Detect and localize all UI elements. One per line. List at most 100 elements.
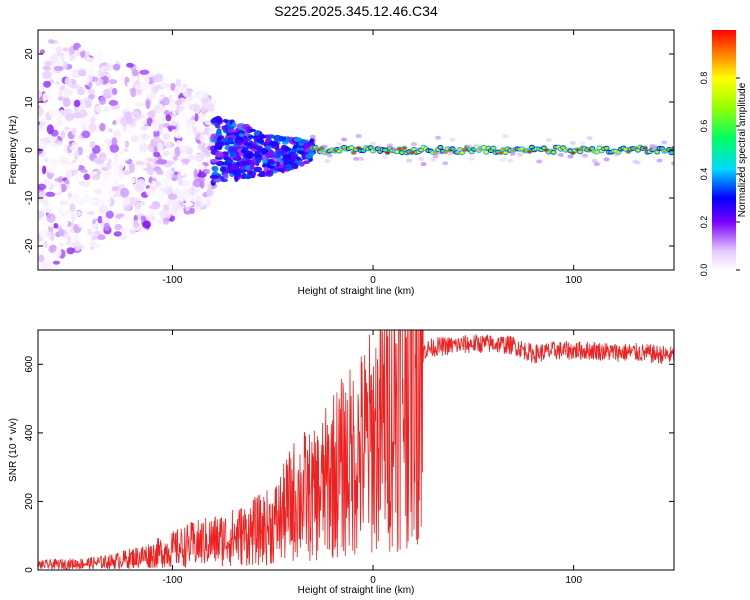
spectrogram-cell <box>296 150 304 154</box>
spectrogram-cell <box>86 211 95 216</box>
spectrogram-cell <box>172 155 179 161</box>
spectrogram-cell <box>200 141 205 152</box>
spectrogram-cell <box>247 135 256 139</box>
spectrogram-cell <box>66 247 75 255</box>
spectrogram-cell <box>174 86 181 96</box>
spectrogram-cell <box>117 159 125 170</box>
spectrogram-cell <box>63 87 71 97</box>
spectrogram-cell <box>254 130 261 136</box>
spectrogram-cell <box>64 76 72 87</box>
spectrogram-cell <box>108 79 118 85</box>
spectrogram-cell <box>87 88 96 94</box>
spectrogram-cell <box>259 135 267 139</box>
spectrogram-cell <box>97 68 106 78</box>
spectrogram-cell <box>190 195 198 203</box>
spectrogram-cell <box>153 151 161 158</box>
spectrogram-cell <box>181 158 190 164</box>
spectrogram-cell <box>142 220 152 229</box>
spectrogram-cell <box>227 168 233 174</box>
spectrogram-cell <box>205 110 214 121</box>
spectrogram-cell <box>132 219 139 229</box>
spectrogram-cell <box>46 124 54 135</box>
spectrogram-cell <box>159 209 168 218</box>
spectrogram-cell <box>219 166 227 173</box>
spectrogram-cell <box>253 166 263 173</box>
spectrogram-cell <box>155 159 165 165</box>
spectrogram-ytick-label: 20 <box>24 48 35 60</box>
spectrogram-cell <box>146 157 154 163</box>
spectrogram-cell <box>89 246 95 251</box>
colorbar-tick-label: 0.8 <box>699 72 709 85</box>
snr-ytick-label: 200 <box>24 493 35 510</box>
spectrogram-cell <box>44 60 53 66</box>
spectrogram-cell <box>42 70 52 80</box>
spectrogram-cell <box>351 151 356 154</box>
spectrogram-cell <box>175 99 183 106</box>
spectrogram-cell <box>165 114 172 122</box>
spectrogram-cell <box>53 66 64 71</box>
spectrogram-cell <box>113 129 122 139</box>
spectrogram-cell <box>57 96 64 102</box>
spectrogram-cell <box>509 151 516 156</box>
spectrogram-cell <box>62 61 68 70</box>
spectrogram-cell <box>119 85 125 96</box>
spectrogram-cell <box>53 222 59 229</box>
spectrogram-cell <box>41 264 48 270</box>
colorbar-ticks: 0.0 0.2 0.4 0.6 0.8 <box>699 72 740 276</box>
spectrogram-cell <box>124 204 131 212</box>
spectrogram-cell <box>183 134 194 144</box>
spectrogram-cell <box>442 161 449 166</box>
spectrogram-cell <box>635 148 641 152</box>
spectrogram-cell <box>113 166 119 177</box>
spectrogram-cell <box>210 133 219 140</box>
spectrogram-cell <box>179 144 189 154</box>
spectrogram-cell <box>69 146 76 151</box>
spectrogram-cell <box>38 254 45 263</box>
spectrogram-cell <box>126 81 135 87</box>
colorbar-tick-label: 0.4 <box>699 168 709 181</box>
spectrogram-cell <box>597 146 602 150</box>
spectrogram-cell <box>66 234 72 245</box>
spectrogram-cell <box>103 88 111 99</box>
spectrogram-cell <box>80 169 88 174</box>
spectrogram-cell <box>46 213 56 223</box>
spectrogram-cell <box>154 85 159 92</box>
spectrogram-cell <box>567 154 574 159</box>
spectrogram-cell <box>473 143 480 148</box>
spectrogram-cell <box>48 39 54 44</box>
spectrogram-cell <box>103 139 113 144</box>
spectrogram-cell <box>74 149 79 158</box>
spectrogram-cell <box>125 126 135 134</box>
spectrogram-cell <box>215 160 225 167</box>
spectrogram-cell <box>71 127 77 136</box>
spectrogram-cell <box>52 116 57 124</box>
spectrogram-cell <box>507 158 514 163</box>
spectrogram-cell <box>222 118 229 123</box>
spectrogram-cell <box>156 184 163 190</box>
spectrogram-cell <box>131 69 140 77</box>
spectrogram-cell <box>303 142 312 148</box>
spectrogram-cell <box>355 134 362 139</box>
spectrogram-cell <box>203 168 211 175</box>
spectrogram-cell <box>39 228 47 239</box>
spectrogram-cell <box>56 52 63 58</box>
spectrogram-cell <box>126 62 134 68</box>
spectrogram-cell <box>265 151 275 158</box>
spectrogram-cell <box>545 138 552 143</box>
spectrogram-cell <box>135 161 146 166</box>
spectrogram-cell <box>95 159 105 165</box>
spectrogram-cell <box>48 109 59 118</box>
spectrogram-cell <box>69 83 80 89</box>
spectrogram-cell <box>139 69 150 75</box>
spectrogram-cell <box>227 149 233 154</box>
spectrogram-cell <box>236 140 243 146</box>
spectrogram-cell <box>236 123 243 129</box>
spectrogram-cell <box>326 153 333 158</box>
spectrogram-cell <box>97 215 103 224</box>
spectrogram-cell <box>173 187 180 196</box>
spectrogram-cell <box>267 159 276 165</box>
spectrogram-cell <box>273 154 281 159</box>
spectrogram-cell <box>60 85 66 91</box>
spectrogram-cell <box>212 178 221 183</box>
spectrogram-cell <box>45 191 56 197</box>
